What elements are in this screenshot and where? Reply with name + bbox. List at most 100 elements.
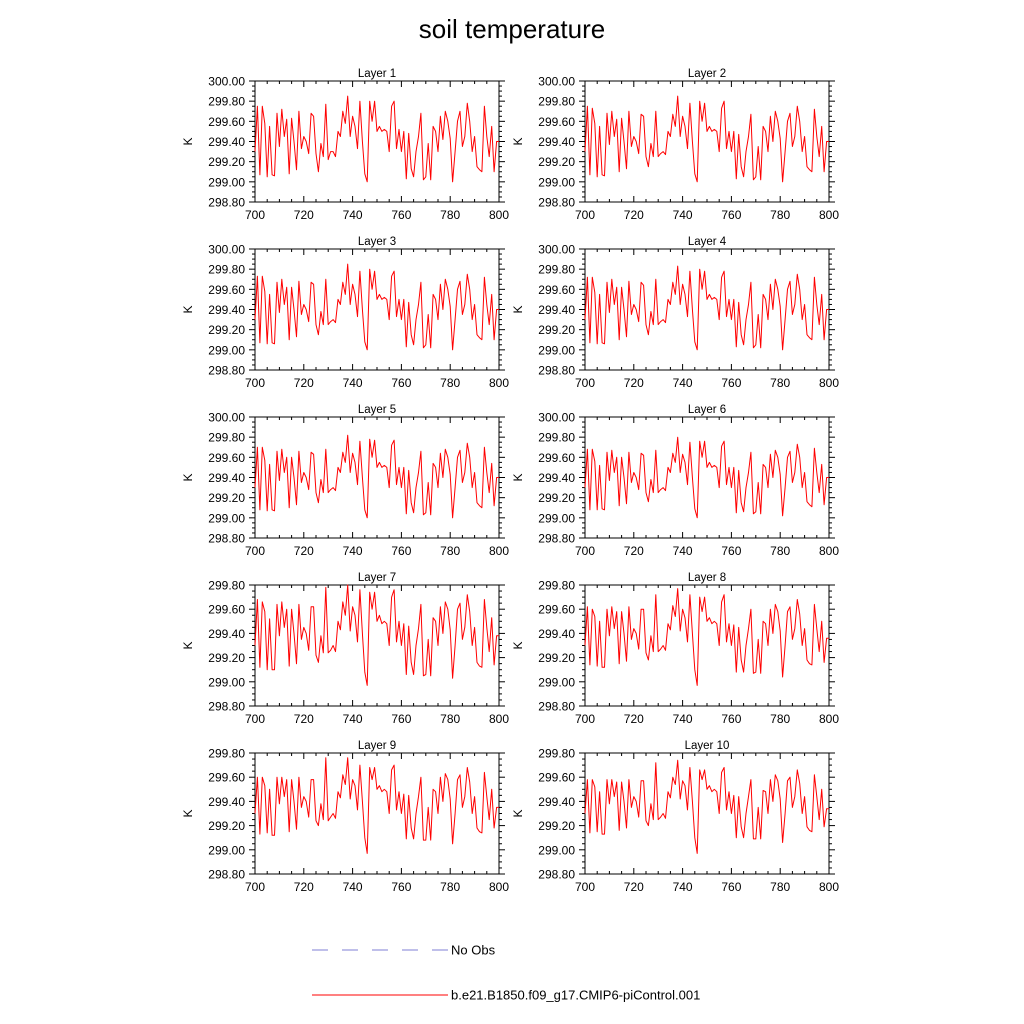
y-tick-label: 298.80	[208, 868, 245, 882]
x-tick-label: 740	[673, 544, 693, 558]
x-tick-label: 800	[819, 376, 839, 390]
x-tick-label: 800	[489, 712, 509, 726]
y-tick-label: 298.80	[208, 532, 245, 546]
y-tick-label: 299.80	[208, 747, 245, 761]
panel-title: Layer 3	[358, 236, 396, 248]
x-tick-label: 780	[440, 880, 460, 894]
series-line	[254, 584, 499, 686]
y-tick-label: 299.60	[208, 115, 245, 129]
x-tick-label: 760	[721, 880, 741, 894]
y-tick-label: 299.80	[208, 263, 245, 277]
x-tick-label: 760	[721, 208, 741, 222]
y-axis-label: K	[181, 473, 195, 481]
panel-title: Layer 6	[688, 404, 726, 416]
y-tick-label: 299.00	[538, 343, 575, 357]
x-tick-label: 780	[440, 376, 460, 390]
panel-title: Layer 9	[358, 740, 396, 752]
x-tick-label: 700	[245, 208, 265, 222]
x-tick-label: 780	[770, 208, 790, 222]
y-axis-label: K	[181, 137, 195, 145]
x-tick-label: 700	[245, 376, 265, 390]
plot-frame	[254, 752, 500, 875]
x-tick-label: 800	[819, 544, 839, 558]
panel-layer-2: Layer 2 K 700 720 740 760 780 800 298.80 299.00 29…	[511, 68, 839, 222]
panel-layer-3: Layer 3 K 700 720 740 760 780 800 298.80 299.00 29…	[181, 236, 509, 390]
y-tick-label: 300.00	[208, 243, 245, 257]
x-tick-label: 700	[575, 544, 595, 558]
series-line	[584, 265, 829, 351]
x-tick-label: 800	[819, 712, 839, 726]
panel-title: Layer 4	[688, 236, 727, 248]
y-tick-label: 299.00	[538, 843, 575, 857]
y-tick-label: 299.20	[208, 651, 245, 665]
series-line	[584, 588, 829, 686]
y-tick-label: 298.80	[538, 364, 575, 378]
x-tick-label: 740	[343, 544, 363, 558]
y-tick-label: 299.80	[538, 263, 575, 277]
y-tick-label: 300.00	[208, 75, 245, 89]
x-tick-label: 780	[440, 208, 460, 222]
y-tick-label: 299.80	[538, 747, 575, 761]
y-tick-label: 298.80	[538, 532, 575, 546]
panel-layer-1: Layer 1 K 700 720 740 760 780 800 298.80 299.00 29…	[181, 68, 509, 222]
legend-obs-label: No Obs	[451, 943, 496, 958]
y-tick-label: 299.20	[538, 491, 575, 505]
x-tick-label: 760	[721, 376, 741, 390]
series-line	[584, 95, 829, 183]
x-tick-label: 720	[294, 712, 314, 726]
y-tick-label: 299.60	[208, 771, 245, 785]
x-tick-label: 700	[575, 208, 595, 222]
x-tick-label: 720	[624, 376, 644, 390]
y-axis-label: K	[511, 305, 525, 313]
legend: No Obs b.e21.B1850.f09_g17.CMIP6-piContr…	[312, 943, 700, 1003]
y-tick-label: 299.60	[538, 283, 575, 297]
series-line	[584, 759, 829, 854]
x-tick-label: 700	[245, 712, 265, 726]
x-tick-label: 760	[721, 544, 741, 558]
y-tick-label: 299.40	[208, 627, 245, 641]
y-tick-label: 299.00	[208, 843, 245, 857]
x-tick-label: 800	[819, 208, 839, 222]
x-tick-label: 800	[489, 376, 509, 390]
x-tick-label: 720	[624, 880, 644, 894]
x-tick-label: 740	[673, 880, 693, 894]
y-tick-label: 299.40	[208, 303, 245, 317]
y-axis-label: K	[181, 641, 195, 649]
y-tick-label: 299.60	[538, 771, 575, 785]
y-tick-label: 299.40	[538, 627, 575, 641]
x-tick-label: 720	[294, 376, 314, 390]
plot-frame	[584, 752, 830, 875]
panel-layer-4: Layer 4 K 700 720 740 760 780 800 298.80 299.00 29…	[511, 236, 839, 390]
series-line	[254, 95, 499, 183]
y-axis-label: K	[511, 137, 525, 145]
y-tick-label: 300.00	[538, 243, 575, 257]
x-tick-label: 740	[673, 208, 693, 222]
y-tick-label: 298.80	[208, 196, 245, 210]
y-axis-label: K	[511, 641, 525, 649]
x-tick-label: 800	[489, 208, 509, 222]
y-tick-label: 299.80	[538, 95, 575, 109]
figure-title: soil temperature	[418, 14, 606, 44]
series-line	[254, 263, 499, 351]
y-tick-label: 299.60	[208, 603, 245, 617]
x-tick-label: 780	[440, 544, 460, 558]
y-axis-label: K	[511, 473, 525, 481]
x-tick-label: 720	[294, 544, 314, 558]
y-tick-label: 299.60	[208, 283, 245, 297]
y-tick-label: 299.20	[538, 323, 575, 337]
y-tick-label: 299.80	[538, 431, 575, 445]
y-tick-label: 299.40	[538, 303, 575, 317]
y-tick-label: 299.00	[208, 343, 245, 357]
panel-title: Layer 8	[688, 572, 726, 584]
y-tick-label: 299.00	[538, 175, 575, 189]
y-tick-label: 299.20	[208, 491, 245, 505]
y-tick-label: 299.80	[538, 579, 575, 593]
y-tick-label: 299.60	[208, 451, 245, 465]
x-tick-label: 720	[624, 712, 644, 726]
panel-layer-5: Layer 5 K 700 720 740 760 780 800 298.80 299.00 29…	[181, 404, 509, 558]
y-tick-label: 299.40	[538, 135, 575, 149]
panel-title: Layer 10	[685, 740, 730, 752]
x-tick-label: 740	[343, 376, 363, 390]
y-tick-label: 300.00	[208, 411, 245, 425]
